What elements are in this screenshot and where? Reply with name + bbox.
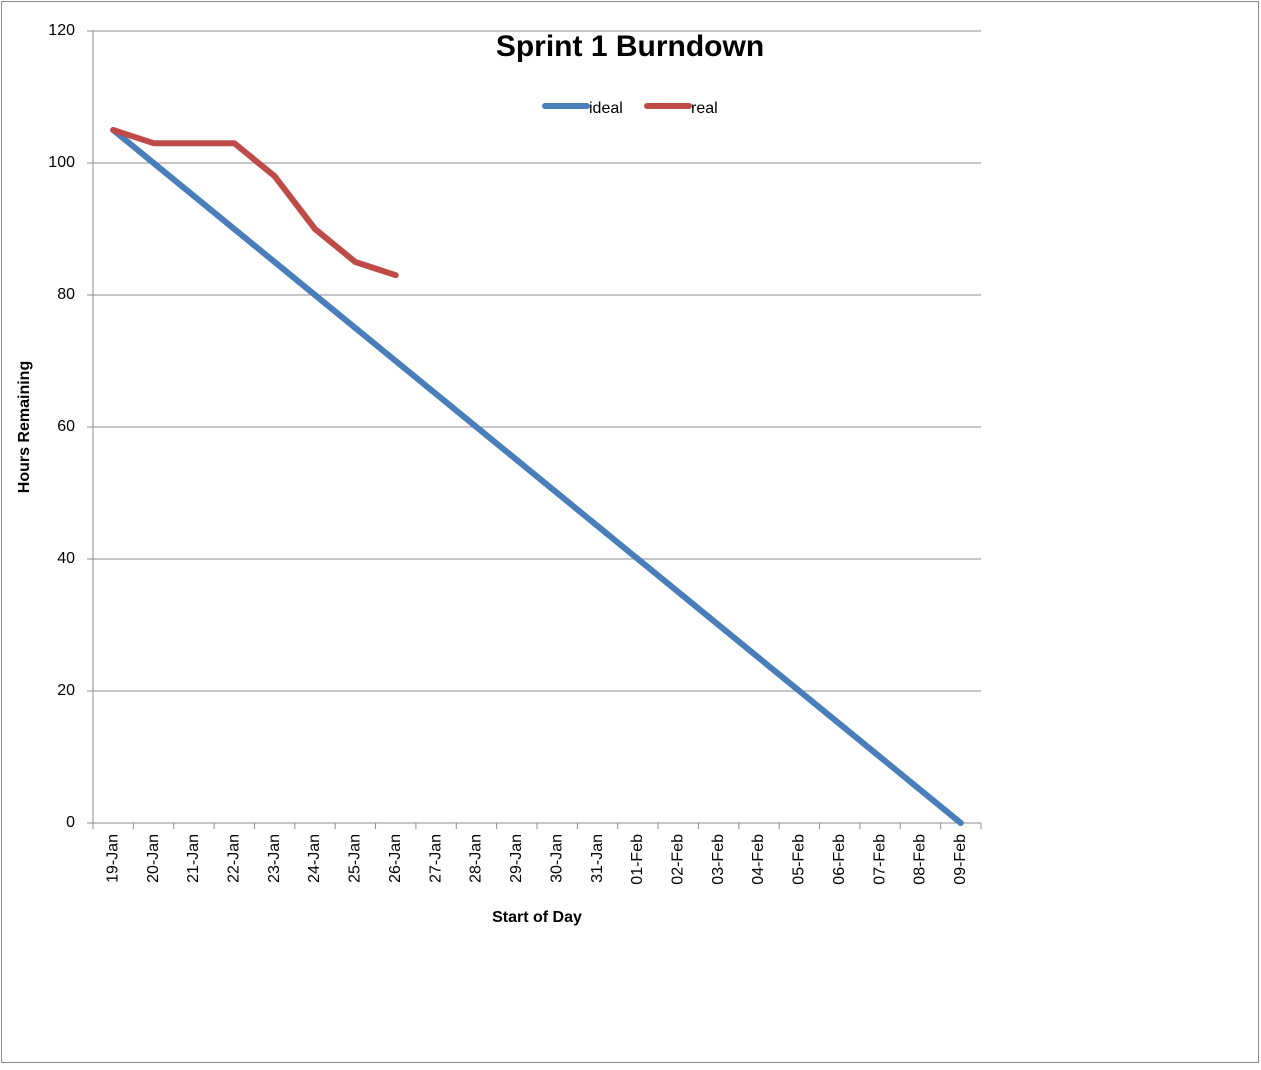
- x-tick-label: 29-Jan: [508, 834, 525, 883]
- y-tick-label: 60: [57, 418, 75, 435]
- x-tick-label: 07-Feb: [871, 834, 888, 885]
- y-tick-label: 0: [66, 814, 75, 831]
- y-tick-label: 120: [48, 22, 75, 39]
- x-tick-label: 06-Feb: [831, 834, 848, 885]
- y-tick-label: 100: [48, 154, 75, 171]
- x-tick-label: 22-Jan: [225, 834, 242, 883]
- x-tick-label: 04-Feb: [750, 834, 767, 885]
- chart-title: Sprint 1 Burndown: [496, 30, 764, 63]
- x-tick-label: 08-Feb: [912, 834, 929, 885]
- x-tick-label: 31-Jan: [589, 834, 606, 883]
- y-tick-label: 40: [57, 550, 75, 567]
- x-tick-label: 19-Jan: [104, 834, 121, 883]
- x-tick-label: 23-Jan: [266, 834, 283, 883]
- y-tick-label: 20: [57, 682, 75, 699]
- x-tick-label: 09-Feb: [952, 834, 969, 885]
- legend-label: ideal: [589, 100, 623, 117]
- y-axis-label: Hours Remaining: [16, 361, 33, 493]
- x-tick-label: 21-Jan: [185, 834, 202, 883]
- x-tick-label: 27-Jan: [427, 834, 444, 883]
- x-tick-label: 28-Jan: [468, 834, 485, 883]
- y-tick-label: 80: [57, 286, 75, 303]
- legend-label: real: [691, 100, 718, 117]
- x-tick-label: 03-Feb: [710, 834, 727, 885]
- x-tick-label: 26-Jan: [387, 834, 404, 883]
- series-line: [110, 127, 964, 826]
- x-tick-label: 01-Feb: [629, 834, 646, 885]
- x-tick-label: 02-Feb: [669, 834, 686, 885]
- x-tick-label: 05-Feb: [791, 834, 808, 885]
- x-tick-label: 20-Jan: [145, 834, 162, 883]
- series-line: [110, 127, 399, 279]
- x-axis-label: Start of Day: [492, 909, 582, 926]
- x-tick-label: 25-Jan: [347, 834, 364, 883]
- x-tick-label: 24-Jan: [306, 834, 323, 883]
- x-tick-label: 30-Jan: [548, 834, 565, 883]
